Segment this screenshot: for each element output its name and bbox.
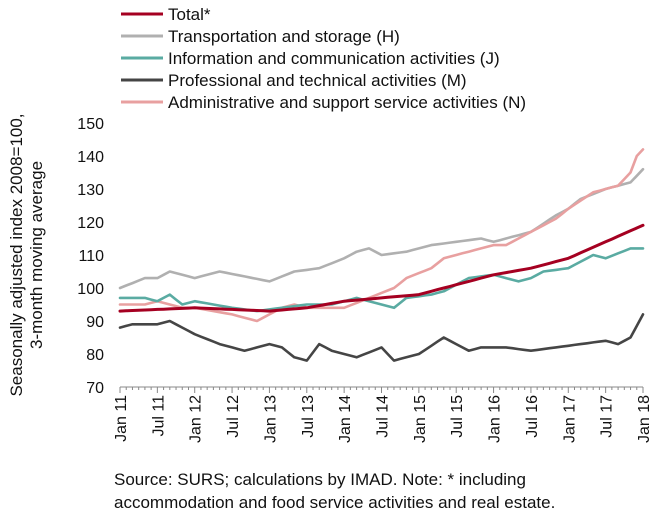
y-tick-label: 110 — [78, 248, 104, 265]
legend-entry: Total* — [168, 5, 211, 24]
y-tick-label: 150 — [77, 116, 104, 133]
x-tick-label: Jul 15 — [449, 395, 466, 438]
x-tick-label: Jan 13 — [262, 395, 279, 443]
legend-entry: Administrative and support service activ… — [168, 93, 526, 112]
series-line — [118, 247, 645, 313]
legend-entry: Professional and technical activities (M… — [168, 71, 467, 90]
series-line — [118, 167, 645, 290]
y-axis: 70 80 90 100 110 120 130 140 150 — [77, 116, 104, 397]
series-line — [118, 223, 645, 313]
x-tick-label: Jan 17 — [561, 395, 578, 443]
legend-entry: Transportation and storage (H) — [168, 27, 400, 46]
y-tick-label: 120 — [77, 215, 104, 232]
x-tick-label: Jan 11 — [113, 395, 130, 442]
x-tick-label: Jul 16 — [524, 395, 541, 438]
source-note-line-1: Source: SURS; calculations by IMAD. Note… — [114, 470, 526, 489]
x-tick-label: Jan 15 — [412, 395, 429, 443]
x-tick-label: Jul 13 — [300, 395, 317, 438]
y-tick-label: 90 — [86, 314, 104, 331]
x-tick-label: Jan 14 — [337, 395, 354, 443]
x-tick-label: Jul 17 — [599, 395, 616, 438]
series-line — [118, 148, 645, 323]
x-tick-label: Jul 12 — [225, 395, 242, 438]
y-axis-label-line-1: Seasonally adjusted index 2008=100, — [7, 113, 26, 396]
legend-entry: Information and communication activities… — [168, 49, 500, 68]
y-tick-label: 100 — [77, 281, 104, 298]
x-tick-label: Jan 18 — [636, 395, 653, 443]
y-tick-label: 140 — [77, 149, 104, 166]
x-axis: Jan 11 Jul 11 Jan 12 Jul 12 Jan 13 Jul 13 Jan … — [113, 386, 653, 443]
x-tick-label: Jan 16 — [487, 395, 504, 443]
x-tick-label: Jul 14 — [375, 395, 392, 438]
series-line — [118, 313, 645, 362]
y-tick-label: 80 — [86, 347, 104, 364]
y-tick-label: 70 — [86, 380, 104, 397]
x-tick-label: Jan 12 — [188, 395, 205, 443]
source-note-line-2: accommodation and food service activitie… — [114, 493, 555, 512]
legend: Total* Transportation and storage (H) Info… — [121, 5, 526, 112]
y-axis-label-line-2: 3-month moving average — [27, 161, 46, 349]
plot-lines — [118, 148, 645, 362]
y-tick-label: 130 — [77, 182, 104, 199]
x-tick-label: Jul 11 — [150, 395, 167, 437]
